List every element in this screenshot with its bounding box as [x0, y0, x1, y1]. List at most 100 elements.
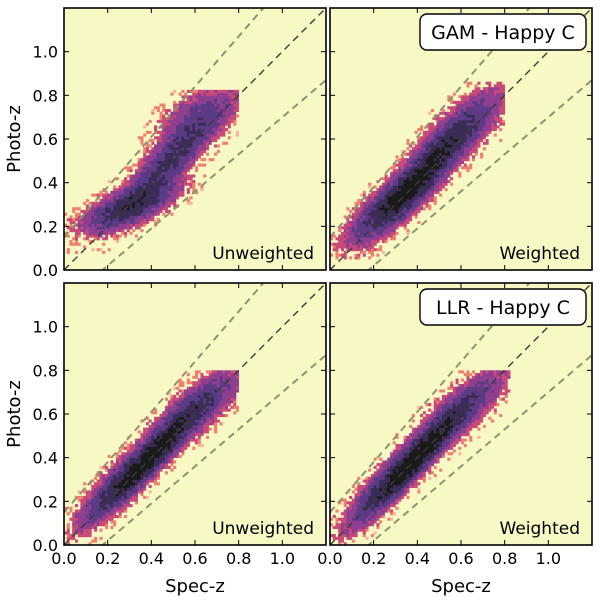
heatmap-cell: [151, 215, 155, 219]
heatmap-cell: [376, 248, 380, 252]
heatmap-cell: [406, 449, 410, 453]
heatmap-cell: [170, 163, 174, 167]
heatmap-cell: [118, 509, 122, 513]
heatmap-cell: [390, 498, 394, 502]
heatmap-cell: [151, 444, 155, 448]
heatmap-cell: [143, 433, 147, 437]
heatmap-cell: [351, 212, 355, 216]
heatmap-cell: [170, 182, 174, 186]
heatmap-cell: [411, 430, 415, 434]
heatmap-cell: [422, 199, 426, 203]
heatmap-cell: [189, 174, 193, 178]
heatmap-cell: [104, 218, 109, 222]
heatmap-cell: [387, 193, 391, 197]
heatmap-cell: [409, 182, 413, 186]
heatmap-cell: [118, 484, 122, 489]
heatmap-cell: [420, 435, 424, 439]
heatmap-cell: [343, 523, 347, 527]
heatmap-cell: [417, 207, 421, 211]
heatmap-cell: [104, 506, 109, 510]
heatmap-cell: [192, 430, 196, 434]
heatmap-cell: [140, 179, 144, 184]
heatmap-cell: [132, 476, 136, 480]
heatmap-cell: [88, 504, 92, 508]
heatmap-cell: [214, 386, 218, 390]
heatmap-cell: [148, 149, 152, 153]
heatmap-cell: [170, 201, 174, 205]
heatmap-cell: [403, 468, 407, 472]
heatmap-cell: [411, 166, 415, 170]
heatmap-cell: [170, 185, 174, 189]
heatmap-cell: [414, 169, 418, 173]
heatmap-cell: [170, 152, 174, 156]
heatmap-cell: [69, 242, 73, 246]
heatmap-cell: [208, 114, 212, 118]
heatmap-cell: [222, 125, 226, 129]
heatmap-cell: [197, 414, 201, 418]
heatmap-cell: [362, 487, 366, 491]
heatmap-cell: [189, 422, 193, 426]
heatmap-cell: [181, 160, 185, 164]
heatmap-cell: [360, 212, 364, 216]
heatmap-cell: [343, 256, 347, 260]
heatmap-cell: [373, 471, 377, 475]
heatmap-cell: [420, 454, 424, 459]
heatmap-cell: [433, 117, 437, 121]
heatmap-cell: [390, 182, 394, 186]
heatmap-cell: [156, 169, 160, 173]
heatmap-cell: [471, 103, 475, 107]
heatmap-cell: [143, 147, 147, 151]
heatmap-cell: [422, 430, 426, 434]
heatmap-cell: [469, 111, 473, 115]
heatmap-cell: [148, 463, 152, 467]
heatmap-cell: [140, 460, 144, 464]
heatmap-cell: [110, 193, 114, 197]
heatmap-cell: [439, 149, 443, 153]
heatmap-cell: [233, 95, 237, 99]
heatmap-cell: [354, 501, 358, 505]
heatmap-cell: [110, 471, 114, 475]
heatmap-cell: [143, 427, 147, 431]
heatmap-cell: [203, 149, 207, 153]
heatmap-cell: [214, 144, 218, 148]
heatmap-cell: [178, 422, 182, 426]
heatmap-cell: [197, 125, 201, 129]
heatmap-cell: [485, 92, 489, 96]
heatmap-cell: [102, 201, 106, 205]
heatmap-cell: [143, 125, 147, 129]
heatmap-cell: [208, 108, 212, 113]
heatmap-cell: [140, 482, 144, 486]
heatmap-cell: [499, 108, 503, 113]
heatmap-cell: [64, 506, 68, 510]
heatmap-cell: [384, 201, 388, 205]
heatmap-cell: [178, 136, 182, 140]
heatmap-cell: [409, 424, 413, 428]
heatmap-cell: [225, 92, 229, 96]
heatmap-cell: [99, 498, 103, 502]
heatmap-cell: [368, 482, 372, 486]
heatmap-cell: [392, 174, 396, 178]
heatmap-cell: [192, 405, 196, 409]
heatmap-cell: [192, 128, 196, 132]
heatmap-cell: [156, 201, 160, 205]
heatmap-cell: [143, 220, 147, 224]
heatmap-cell: [167, 190, 171, 194]
heatmap-cell: [373, 474, 377, 478]
heatmap-cell: [365, 223, 369, 227]
heatmap-cell: [219, 130, 223, 134]
heatmap-cell: [390, 218, 394, 222]
heatmap-cell: [102, 495, 106, 499]
heatmap-cell: [376, 487, 380, 491]
heatmap-cell: [425, 457, 429, 461]
heatmap-cell: [430, 174, 435, 178]
heatmap-cell: [346, 512, 350, 516]
heatmap-cell: [225, 141, 229, 145]
heatmap-cell: [102, 465, 106, 469]
heatmap-cell: [368, 223, 372, 227]
heatmap-cell: [222, 133, 226, 137]
heatmap-cell: [186, 403, 190, 407]
heatmap-cell: [77, 525, 81, 529]
heatmap-cell: [83, 245, 87, 249]
heatmap-cell: [222, 392, 226, 396]
heatmap-cell: [373, 226, 377, 230]
